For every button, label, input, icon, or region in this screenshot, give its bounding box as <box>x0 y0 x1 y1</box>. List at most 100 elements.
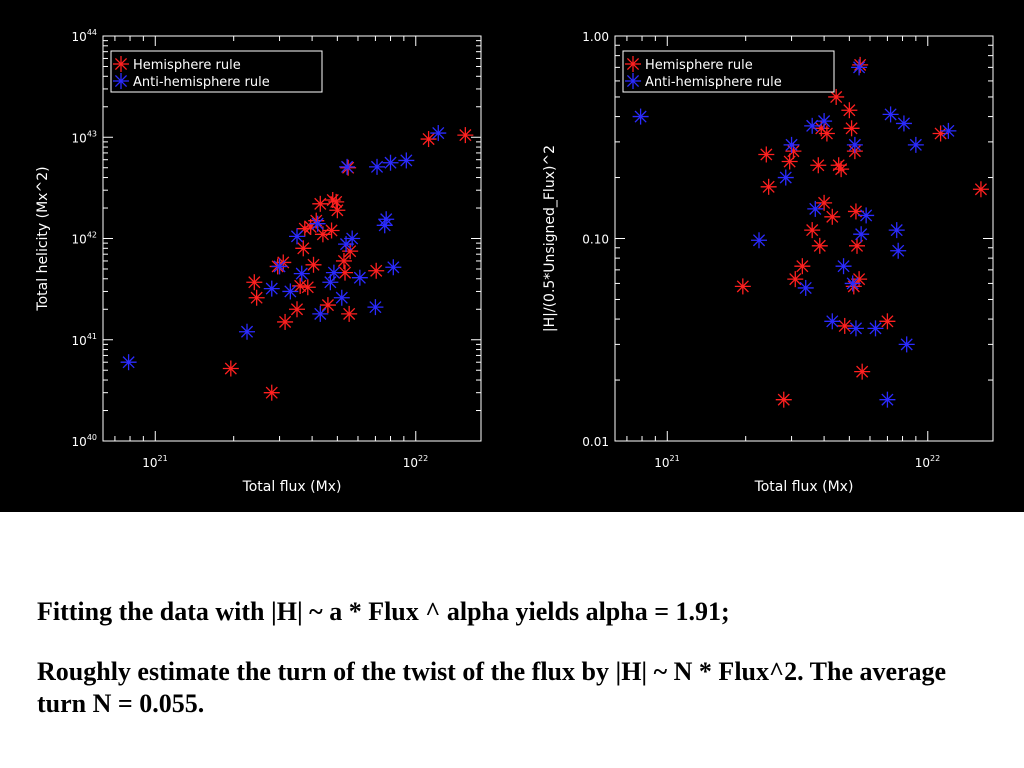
figure-svg: 1021 1022 1040 1041 1042 1043 1044 Total flux (… <box>35 28 994 495</box>
hemisphere-point <box>328 193 345 210</box>
anti-hemisphere-point <box>263 280 280 297</box>
legend-box <box>110 50 323 93</box>
hemisphere-point <box>299 279 316 296</box>
x-tick-label: 1021 <box>142 454 167 470</box>
anti-hemisphere-point <box>846 136 863 153</box>
caption-fit-result: Fitting the data with |H| ~ a * Flux ^ a… <box>37 597 730 626</box>
anti-hemisphere-point <box>309 215 326 232</box>
caption-twist-estimate: Roughly estimate the turn of the twist o… <box>37 657 947 718</box>
helicity-vs-flux-plot: 1021 1022 1040 1041 1042 1043 1044 Total flux (… <box>35 28 482 495</box>
y-tick-label: 1.00 <box>582 30 609 44</box>
x-tick-label: 1022 <box>915 454 940 470</box>
legend-anti-hemisphere-label: Anti-hemisphere rule <box>133 75 270 90</box>
x-axis-label: Total flux (Mx) <box>754 479 854 495</box>
anti-hemisphere-point <box>807 200 824 217</box>
hemisphere-point <box>312 195 329 212</box>
plot-frame <box>102 35 482 442</box>
hemisphere-point <box>295 240 312 257</box>
anti-hemisphere-point <box>824 313 841 330</box>
anti-hemisphere-point <box>797 279 814 296</box>
anti-hemisphere-point <box>430 125 447 142</box>
anti-hemisphere-point <box>851 59 868 76</box>
hemisphere-series <box>734 56 989 408</box>
hemisphere-point <box>305 256 322 273</box>
legend-anti-hemisphere-label: Anti-hemisphere rule <box>645 75 782 90</box>
hemisphere-point <box>879 313 896 330</box>
hemisphere-point <box>457 127 474 144</box>
plot-frame <box>614 35 994 442</box>
legend: Hemisphere rule Anti-hemisphere rule <box>622 50 835 93</box>
y-tick-label: 1040 <box>72 433 97 449</box>
y-tick-label: 0.01 <box>582 435 609 449</box>
hemisphere-point <box>804 222 821 239</box>
legend-hemisphere-label: Hemisphere rule <box>645 58 753 73</box>
anti-hemisphere-point <box>288 228 305 245</box>
anti-hemisphere-point <box>344 230 361 247</box>
hemisphere-point <box>775 391 792 408</box>
anti-hemisphere-point <box>804 117 821 134</box>
anti-hemisphere-point <box>367 299 384 316</box>
anti-hemisphere-point <box>888 222 905 239</box>
x-tick-label: 1021 <box>654 454 679 470</box>
legend-hemisphere-label: Hemisphere rule <box>133 58 241 73</box>
anti-hemisphere-point <box>312 305 329 322</box>
hemisphere-point <box>818 125 835 142</box>
hemisphere-point <box>972 181 989 198</box>
anti-hemisphere-point <box>907 136 924 153</box>
hemisphere-point <box>246 274 263 291</box>
x-axis-label: Total flux (Mx) <box>242 479 342 495</box>
hemisphere-point <box>758 146 775 163</box>
hemisphere-point <box>781 153 798 170</box>
hemisphere-point <box>841 102 858 119</box>
anti-hemisphere-point <box>339 158 356 175</box>
figure-panel: 1021 1022 1040 1041 1042 1043 1044 Total flux (… <box>0 0 1024 512</box>
hemisphere-point <box>222 360 239 377</box>
hemisphere-point <box>329 202 346 219</box>
hemisphere-point <box>335 252 352 269</box>
anti-hemisphere-point <box>293 265 310 282</box>
anti-hemisphere-point <box>351 269 368 286</box>
hemisphere-point <box>787 271 804 288</box>
anti-hemisphere-point <box>325 264 342 281</box>
slide-caption: Fitting the data with |H| ~ a * Flux ^ a… <box>37 596 997 720</box>
anti-hemisphere-point <box>378 211 395 228</box>
anti-hemisphere-point <box>879 391 896 408</box>
hemisphere-point <box>852 56 869 73</box>
legend-hemisphere-marker <box>625 56 641 72</box>
hemisphere-point <box>288 301 305 318</box>
y-axis-label: |H|/(0.5*Unsigned_Flux)^2 <box>542 145 558 332</box>
hemisphere-point <box>833 161 850 178</box>
hemisphere-point <box>308 212 325 229</box>
hemisphere-point <box>341 305 358 322</box>
hemisphere-point <box>323 222 340 239</box>
anti-hemisphere-point <box>898 336 915 353</box>
y-axis-label: Total helicity (Mx^2) <box>35 166 51 311</box>
anti-hemisphere-series <box>632 59 957 408</box>
legend-anti-hemisphere-marker <box>113 73 129 89</box>
anti-hemisphere-point <box>835 258 852 275</box>
hemisphere-point <box>845 278 862 295</box>
anti-hemisphere-point <box>398 152 415 169</box>
legend-hemisphere-marker <box>113 56 129 72</box>
anti-hemisphere-point <box>632 108 649 125</box>
anti-hemisphere-point <box>895 115 912 132</box>
anti-hemisphere-point <box>271 258 288 275</box>
hemisphere-point <box>277 313 294 330</box>
anti-hemisphere-point <box>385 259 402 276</box>
anti-hemisphere-point <box>120 354 137 371</box>
hemisphere-point <box>849 237 866 254</box>
anti-hemisphere-point <box>382 154 399 171</box>
hemisphere-point <box>811 237 828 254</box>
x-tick-label: 1022 <box>403 454 428 470</box>
anti-hemisphere-point <box>867 320 884 337</box>
hemisphere-point <box>292 277 309 294</box>
anti-hemisphere-series <box>120 125 447 371</box>
hemisphere-point <box>263 384 280 401</box>
anti-hemisphere-point <box>847 320 864 337</box>
y-tick-label: 1043 <box>72 129 97 145</box>
hemisphere-point <box>420 131 437 148</box>
anti-hemisphere-point <box>777 169 794 186</box>
legend-box <box>622 50 835 93</box>
hemisphere-point <box>836 317 853 334</box>
legend: Hemisphere rule Anti-hemisphere rule <box>110 50 323 93</box>
